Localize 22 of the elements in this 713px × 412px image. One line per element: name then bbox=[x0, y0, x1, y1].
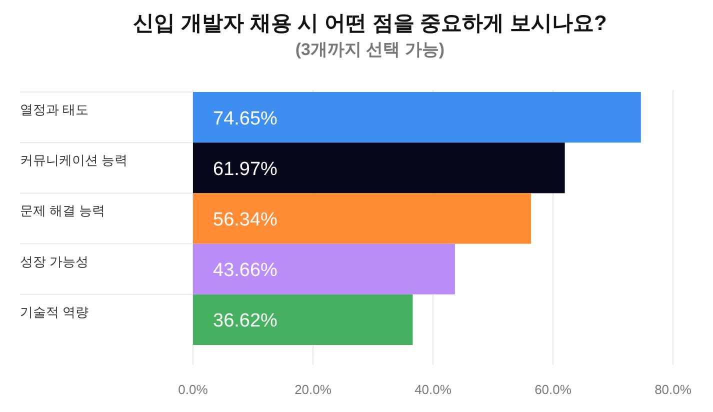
data-label: 36.62% bbox=[213, 310, 278, 332]
data-label: 43.66% bbox=[213, 260, 278, 282]
x-tick-label: 0.0% bbox=[178, 382, 208, 397]
y-tick-label: 커뮤니케이션 능력 bbox=[20, 152, 128, 168]
x-tick-label: 80.0% bbox=[654, 382, 692, 397]
bar bbox=[193, 142, 565, 194]
data-label: 61.97% bbox=[213, 158, 278, 180]
x-tick-label: 60.0% bbox=[534, 382, 572, 397]
x-tick-label: 20.0% bbox=[294, 382, 332, 397]
bar bbox=[193, 92, 641, 143]
chart-title: 신입 개발자 채용 시 어떤 점을 중요하게 보시나요? bbox=[133, 12, 607, 35]
bar bbox=[193, 193, 532, 244]
y-tick-label: 열정과 태도 bbox=[20, 102, 89, 117]
bar bbox=[193, 244, 455, 294]
y-tick-label: 기술적 역량 bbox=[20, 304, 89, 320]
y-tick-label: 성장 가능성 bbox=[20, 254, 89, 269]
data-label: 56.34% bbox=[213, 210, 278, 230]
bar bbox=[193, 294, 413, 345]
data-label: 74.65% bbox=[213, 108, 278, 130]
y-tick-label: 문제 해결 능력 bbox=[20, 203, 106, 218]
x-tick-label: 40.0% bbox=[414, 382, 452, 397]
chart-subtitle: (3개까지 선택 가능) bbox=[295, 40, 445, 59]
